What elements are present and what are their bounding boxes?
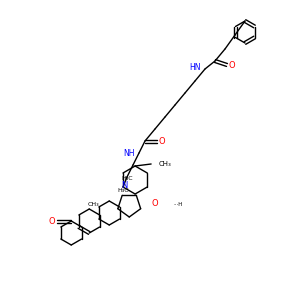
Text: H₃C: H₃C <box>118 188 129 194</box>
Text: O: O <box>152 199 159 208</box>
Text: CH₃: CH₃ <box>159 161 172 167</box>
Text: HN: HN <box>190 64 201 73</box>
Text: O: O <box>159 136 165 146</box>
Text: NH: NH <box>124 148 135 158</box>
Text: O: O <box>49 217 56 226</box>
Text: N: N <box>121 182 127 190</box>
Text: H₃C: H₃C <box>122 176 133 181</box>
Text: CH₃: CH₃ <box>87 202 99 208</box>
Text: O: O <box>229 61 235 70</box>
Text: ···H: ···H <box>173 202 183 208</box>
